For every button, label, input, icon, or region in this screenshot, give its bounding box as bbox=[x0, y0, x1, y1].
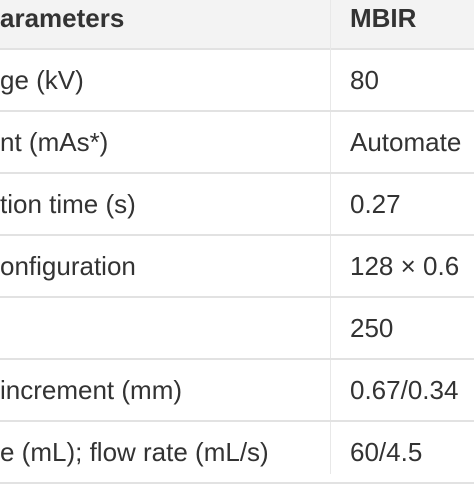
mbir-cell: 60/4.5 bbox=[350, 436, 423, 467]
column-divider bbox=[330, 0, 331, 474]
table-row: tion time (s) 0.27 bbox=[0, 174, 474, 236]
mbir-cell: 128 × 0.6 bbox=[350, 250, 460, 281]
table-row: e (mL); flow rate (mL/s) 60/4.5 bbox=[0, 422, 474, 484]
mbir-cell: 0.27 bbox=[350, 188, 401, 219]
header-row: arameters MBIR bbox=[0, 0, 474, 50]
header-cell: MBIR bbox=[350, 2, 417, 33]
table-row: increment (mm) 0.67/0.34 bbox=[0, 360, 474, 422]
parameter-cell: onfiguration bbox=[0, 250, 136, 281]
mbir-cell: 80 bbox=[350, 64, 379, 95]
mbir-cell: 250 bbox=[350, 312, 394, 343]
table-row: 250 bbox=[0, 298, 474, 360]
table-row: onfiguration 128 × 0.6 bbox=[0, 236, 474, 298]
header-cell: arameters bbox=[0, 2, 125, 33]
parameter-cell: increment (mm) bbox=[0, 374, 183, 405]
table-row: ge (kV) 80 bbox=[0, 50, 474, 112]
mbir-cell: 0.67/0.34 bbox=[350, 374, 459, 405]
parameter-cell: e (mL); flow rate (mL/s) bbox=[0, 436, 269, 467]
parameter-cell: tion time (s) bbox=[0, 188, 136, 219]
table-row: nt (mAs*) Automate bbox=[0, 112, 474, 174]
mbir-cell: Automate bbox=[350, 126, 462, 157]
parameter-cell: nt (mAs*) bbox=[0, 126, 109, 157]
parameter-cell: ge (kV) bbox=[0, 64, 84, 95]
